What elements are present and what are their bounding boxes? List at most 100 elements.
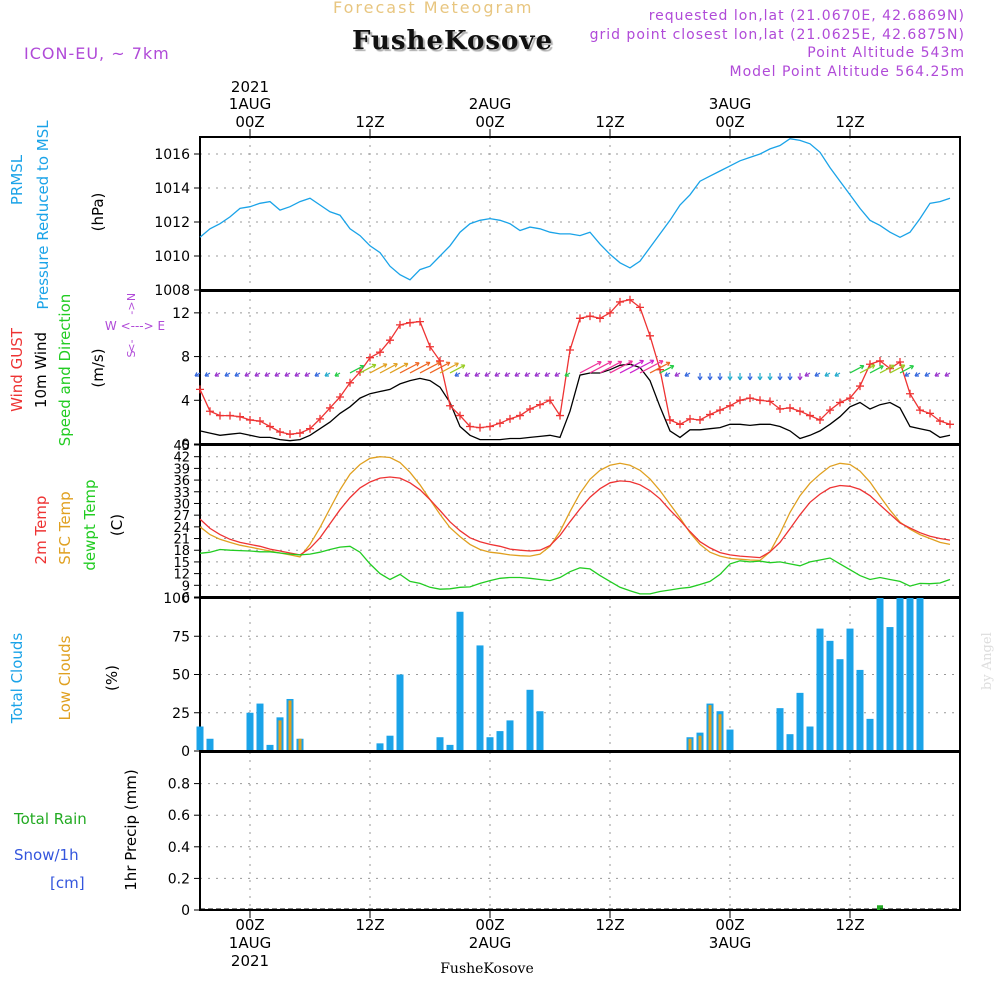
gust-marker [546, 396, 554, 405]
wind-barb-shaft [399, 362, 420, 374]
gust-marker [506, 414, 514, 423]
sfc-temp-line [199, 456, 951, 562]
wind-barb-head [628, 360, 633, 365]
gust-marker [466, 422, 474, 431]
model-label: ICON-EU, ~ 7km [24, 44, 170, 63]
wind-barb-head [879, 365, 884, 370]
wind-barb-head [204, 372, 209, 377]
wind-barb-head [436, 361, 441, 366]
gust-marker [746, 394, 754, 403]
bottom-date-label: 3AUG [709, 934, 751, 952]
gust-marker [416, 317, 424, 326]
total-cloud-bar [886, 627, 894, 750]
snow-label: Snow/1h [14, 846, 79, 864]
gust-marker [836, 398, 844, 407]
total-cloud-bar [496, 731, 504, 750]
gust-marker [586, 312, 594, 321]
total-cloud-bar [376, 743, 384, 750]
wind-barb-shaft [869, 365, 884, 374]
low-cloud-bar [688, 738, 692, 750]
wind-barb-head [797, 376, 803, 381]
y-tick-label: 24 [173, 521, 190, 536]
y-tick-label: 33 [173, 486, 190, 501]
wind-barb-head [669, 364, 675, 370]
wind-barb-head [900, 364, 906, 369]
y-tick-label: 0 [181, 903, 190, 919]
bottom-time-label: 12Z [595, 916, 624, 934]
wind-barb-head [607, 360, 613, 366]
low-clouds-axis-label: Low Clouds [56, 635, 74, 720]
wind-barb-head [934, 372, 939, 377]
wind-barb-head [194, 372, 199, 377]
wind-barb-head [474, 372, 479, 377]
total-cloud-bar [196, 726, 204, 750]
wind-barb-shaft [629, 359, 654, 374]
wind-barb-head [544, 372, 549, 377]
gust-marker [296, 429, 304, 438]
point-altitude: Point Altitude 543m [807, 45, 965, 61]
total-cloud-bar [846, 628, 854, 750]
wind-barb-shaft [589, 360, 612, 374]
total-cloud-bar [436, 737, 444, 750]
gust-marker [736, 396, 744, 405]
wind-barb-head [393, 362, 398, 368]
y-tick-label: 0.6 [168, 808, 190, 824]
pressure-line [199, 138, 951, 281]
gust-marker [936, 417, 944, 426]
wind-barb-head [697, 376, 703, 381]
y-tick-label: 0.4 [168, 840, 190, 856]
panel-frame [199, 136, 961, 291]
y-tick-label: 25 [172, 706, 190, 722]
gust-marker [246, 415, 254, 424]
total-cloud-bar [786, 734, 794, 750]
gust-marker [756, 396, 764, 405]
gust-marker [636, 303, 644, 312]
wind-barb-head [727, 376, 733, 381]
gust-marker [266, 422, 274, 431]
wind-barb-head [403, 362, 409, 368]
low-cloud-bar [288, 700, 292, 750]
wind-barb-head [484, 372, 489, 377]
wind-barb-head [454, 362, 459, 367]
gust-marker [766, 397, 774, 406]
y-tick-label: 50 [172, 668, 190, 684]
wind-barb-head [214, 372, 219, 377]
gust-marker [306, 424, 314, 433]
wind-barb-head [597, 360, 602, 366]
gust-marker [376, 348, 384, 357]
gust-marker [566, 346, 574, 355]
gust-marker [846, 394, 854, 403]
panel-frame [199, 290, 961, 445]
compass-west-east: W <---> E [105, 319, 165, 333]
gust-marker [476, 423, 484, 432]
compass-north-arrow: -> [125, 301, 138, 314]
sfc-temp-axis-label: SFC Temp [56, 491, 74, 564]
gust-marker [726, 401, 734, 410]
gust-marker [946, 420, 954, 429]
low-cloud-bar [718, 714, 722, 750]
top-date-label: 2AUG [469, 95, 511, 113]
wind-barb-head [274, 372, 279, 377]
gust-marker [686, 414, 694, 423]
total-cloud-bar [866, 718, 874, 750]
wind-barb-head [859, 364, 865, 370]
wind-barb-head [649, 359, 655, 365]
wind-barb-head [890, 364, 895, 370]
bottom-time-label: 00Z [235, 916, 264, 934]
pressure-axis-label-1: PRMSL [8, 154, 26, 205]
total-cloud-bar [446, 744, 454, 750]
low-cloud-bar [708, 705, 712, 750]
wind-barb-shaft [849, 365, 865, 374]
total-cloud-bar [826, 640, 834, 750]
requested-coordinates: requested lon,lat (21.0670E, 42.6869N) [648, 8, 965, 24]
compass-north: N [125, 293, 138, 301]
total-cloud-bar [246, 712, 254, 750]
wind-barb-head [834, 372, 839, 377]
gust-marker [516, 411, 524, 420]
pressure-axis-label-2: Pressure Reduced to MSL [34, 120, 52, 310]
gust-marker [906, 389, 914, 398]
y-tick-label: 30 [173, 497, 190, 512]
y-tick-label: 9 [182, 579, 190, 594]
bottom-date-label: 2AUG [469, 934, 511, 952]
wind-barb-head [445, 361, 451, 367]
